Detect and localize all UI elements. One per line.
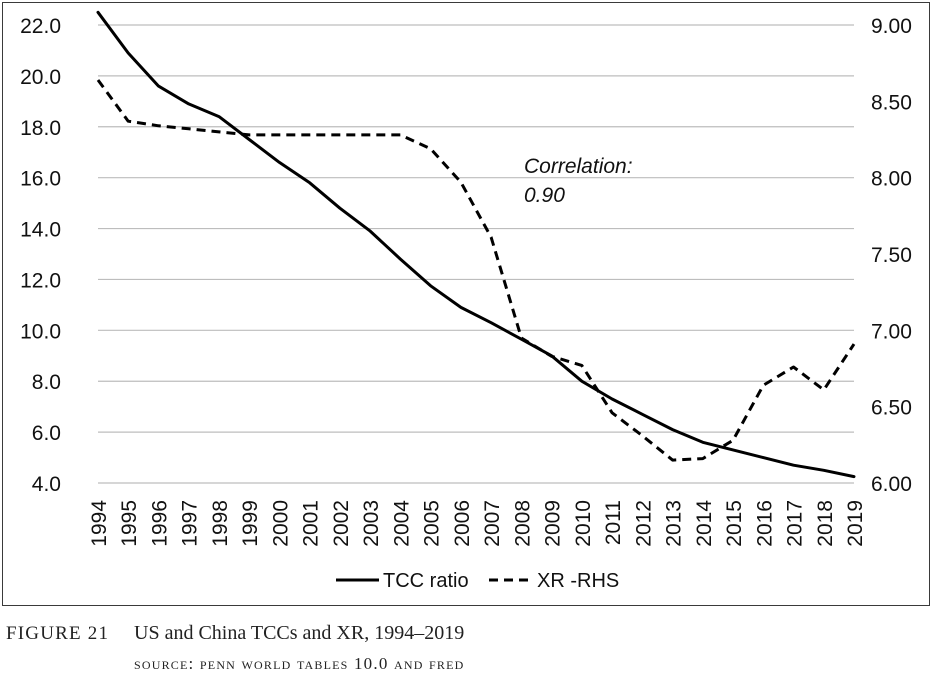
x-tick-label: 2013	[663, 500, 686, 547]
figure-source: SOURCE: PENN WORLD TABLES 10.0 AND FRED	[134, 654, 465, 673]
series-line-xr	[96, 79, 856, 462]
chart-frame: 4.0 6.0 8.0 10.0 12.0 14.0 16.0 18.0 20.0 22.0 6.…	[2, 2, 930, 606]
x-tick-label: 2008	[511, 500, 534, 547]
left-tick-label: 14.0	[20, 219, 61, 242]
x-tick-label: 2001	[300, 500, 323, 547]
x-tick-label: 2017	[784, 500, 807, 547]
x-tick-label: 1996	[148, 500, 171, 547]
x-tick-label: 2019	[844, 500, 867, 547]
figure-caption: FIGURE 21 US and China TCCs and XR, 1994…	[6, 622, 926, 686]
annotation-line2: 0.90	[524, 184, 565, 207]
series-lines	[96, 10, 856, 479]
gridlines	[98, 24, 854, 484]
left-tick-label: 20.0	[20, 66, 61, 89]
right-axis-ticks: 6.00 6.50 7.00 7.50 8.00 8.50 9.00	[871, 15, 912, 496]
correlation-annotation: Correlation: 0.90	[524, 155, 633, 207]
legend: TCC ratio XR -RHS	[336, 570, 619, 592]
figure-title: US and China TCCs and XR, 1994–2019	[134, 622, 465, 644]
x-tick-label: 1997	[179, 500, 202, 547]
x-tick-label: 2006	[451, 500, 474, 547]
legend-label-xr: XR -RHS	[537, 570, 619, 592]
x-tick-label: 2000	[269, 500, 292, 547]
x-tick-label: 2016	[753, 500, 776, 547]
x-tick-label: 2007	[481, 500, 504, 547]
x-axis-ticks: 1994 1995 1996 1997 1998 1999 2000 2001 2002 2003…	[88, 500, 867, 547]
x-tick-label: 2004	[390, 500, 413, 547]
right-tick-label: 8.50	[871, 91, 912, 114]
x-tick-label: 2018	[814, 500, 837, 547]
right-tick-label: 7.00	[871, 320, 912, 343]
x-tick-label: 2009	[542, 500, 565, 547]
series-line-tcc	[96, 10, 856, 479]
right-tick-label: 6.50	[871, 397, 912, 420]
x-tick-label: 1998	[209, 500, 232, 547]
x-tick-label: 2011	[602, 500, 625, 545]
x-tick-label: 2005	[421, 500, 444, 547]
x-tick-label: 2010	[572, 500, 595, 547]
x-tick-label: 2002	[330, 500, 353, 547]
left-tick-label: 22.0	[20, 15, 61, 38]
figure-label: FIGURE 21	[6, 623, 110, 644]
left-tick-label: 18.0	[20, 117, 61, 140]
line-chart: 4.0 6.0 8.0 10.0 12.0 14.0 16.0 18.0 20.0 22.0 6.…	[20, 10, 912, 592]
right-tick-label: 9.00	[871, 15, 912, 38]
left-tick-label: 10.0	[20, 320, 61, 343]
legend-label-tcc: TCC ratio	[383, 570, 469, 592]
left-tick-label: 16.0	[20, 168, 61, 191]
x-tick-label: 1995	[118, 500, 141, 547]
left-tick-label: 12.0	[20, 269, 61, 292]
x-tick-label: 1994	[88, 500, 111, 547]
x-tick-label: 2014	[693, 500, 716, 547]
x-tick-label: 2003	[360, 500, 383, 547]
left-tick-label: 4.0	[32, 473, 61, 496]
x-tick-label: 1999	[239, 500, 262, 547]
right-tick-label: 6.00	[871, 473, 912, 496]
right-tick-label: 8.00	[871, 168, 912, 191]
right-tick-label: 7.50	[871, 244, 912, 267]
left-axis-ticks: 4.0 6.0 8.0 10.0 12.0 14.0 16.0 18.0 20.0 22.0	[20, 15, 61, 496]
left-tick-label: 8.0	[32, 371, 61, 394]
left-tick-label: 6.0	[32, 422, 61, 445]
annotation-line1: Correlation:	[524, 155, 633, 178]
x-tick-label: 2015	[723, 500, 746, 547]
x-tick-label: 2012	[632, 500, 655, 547]
